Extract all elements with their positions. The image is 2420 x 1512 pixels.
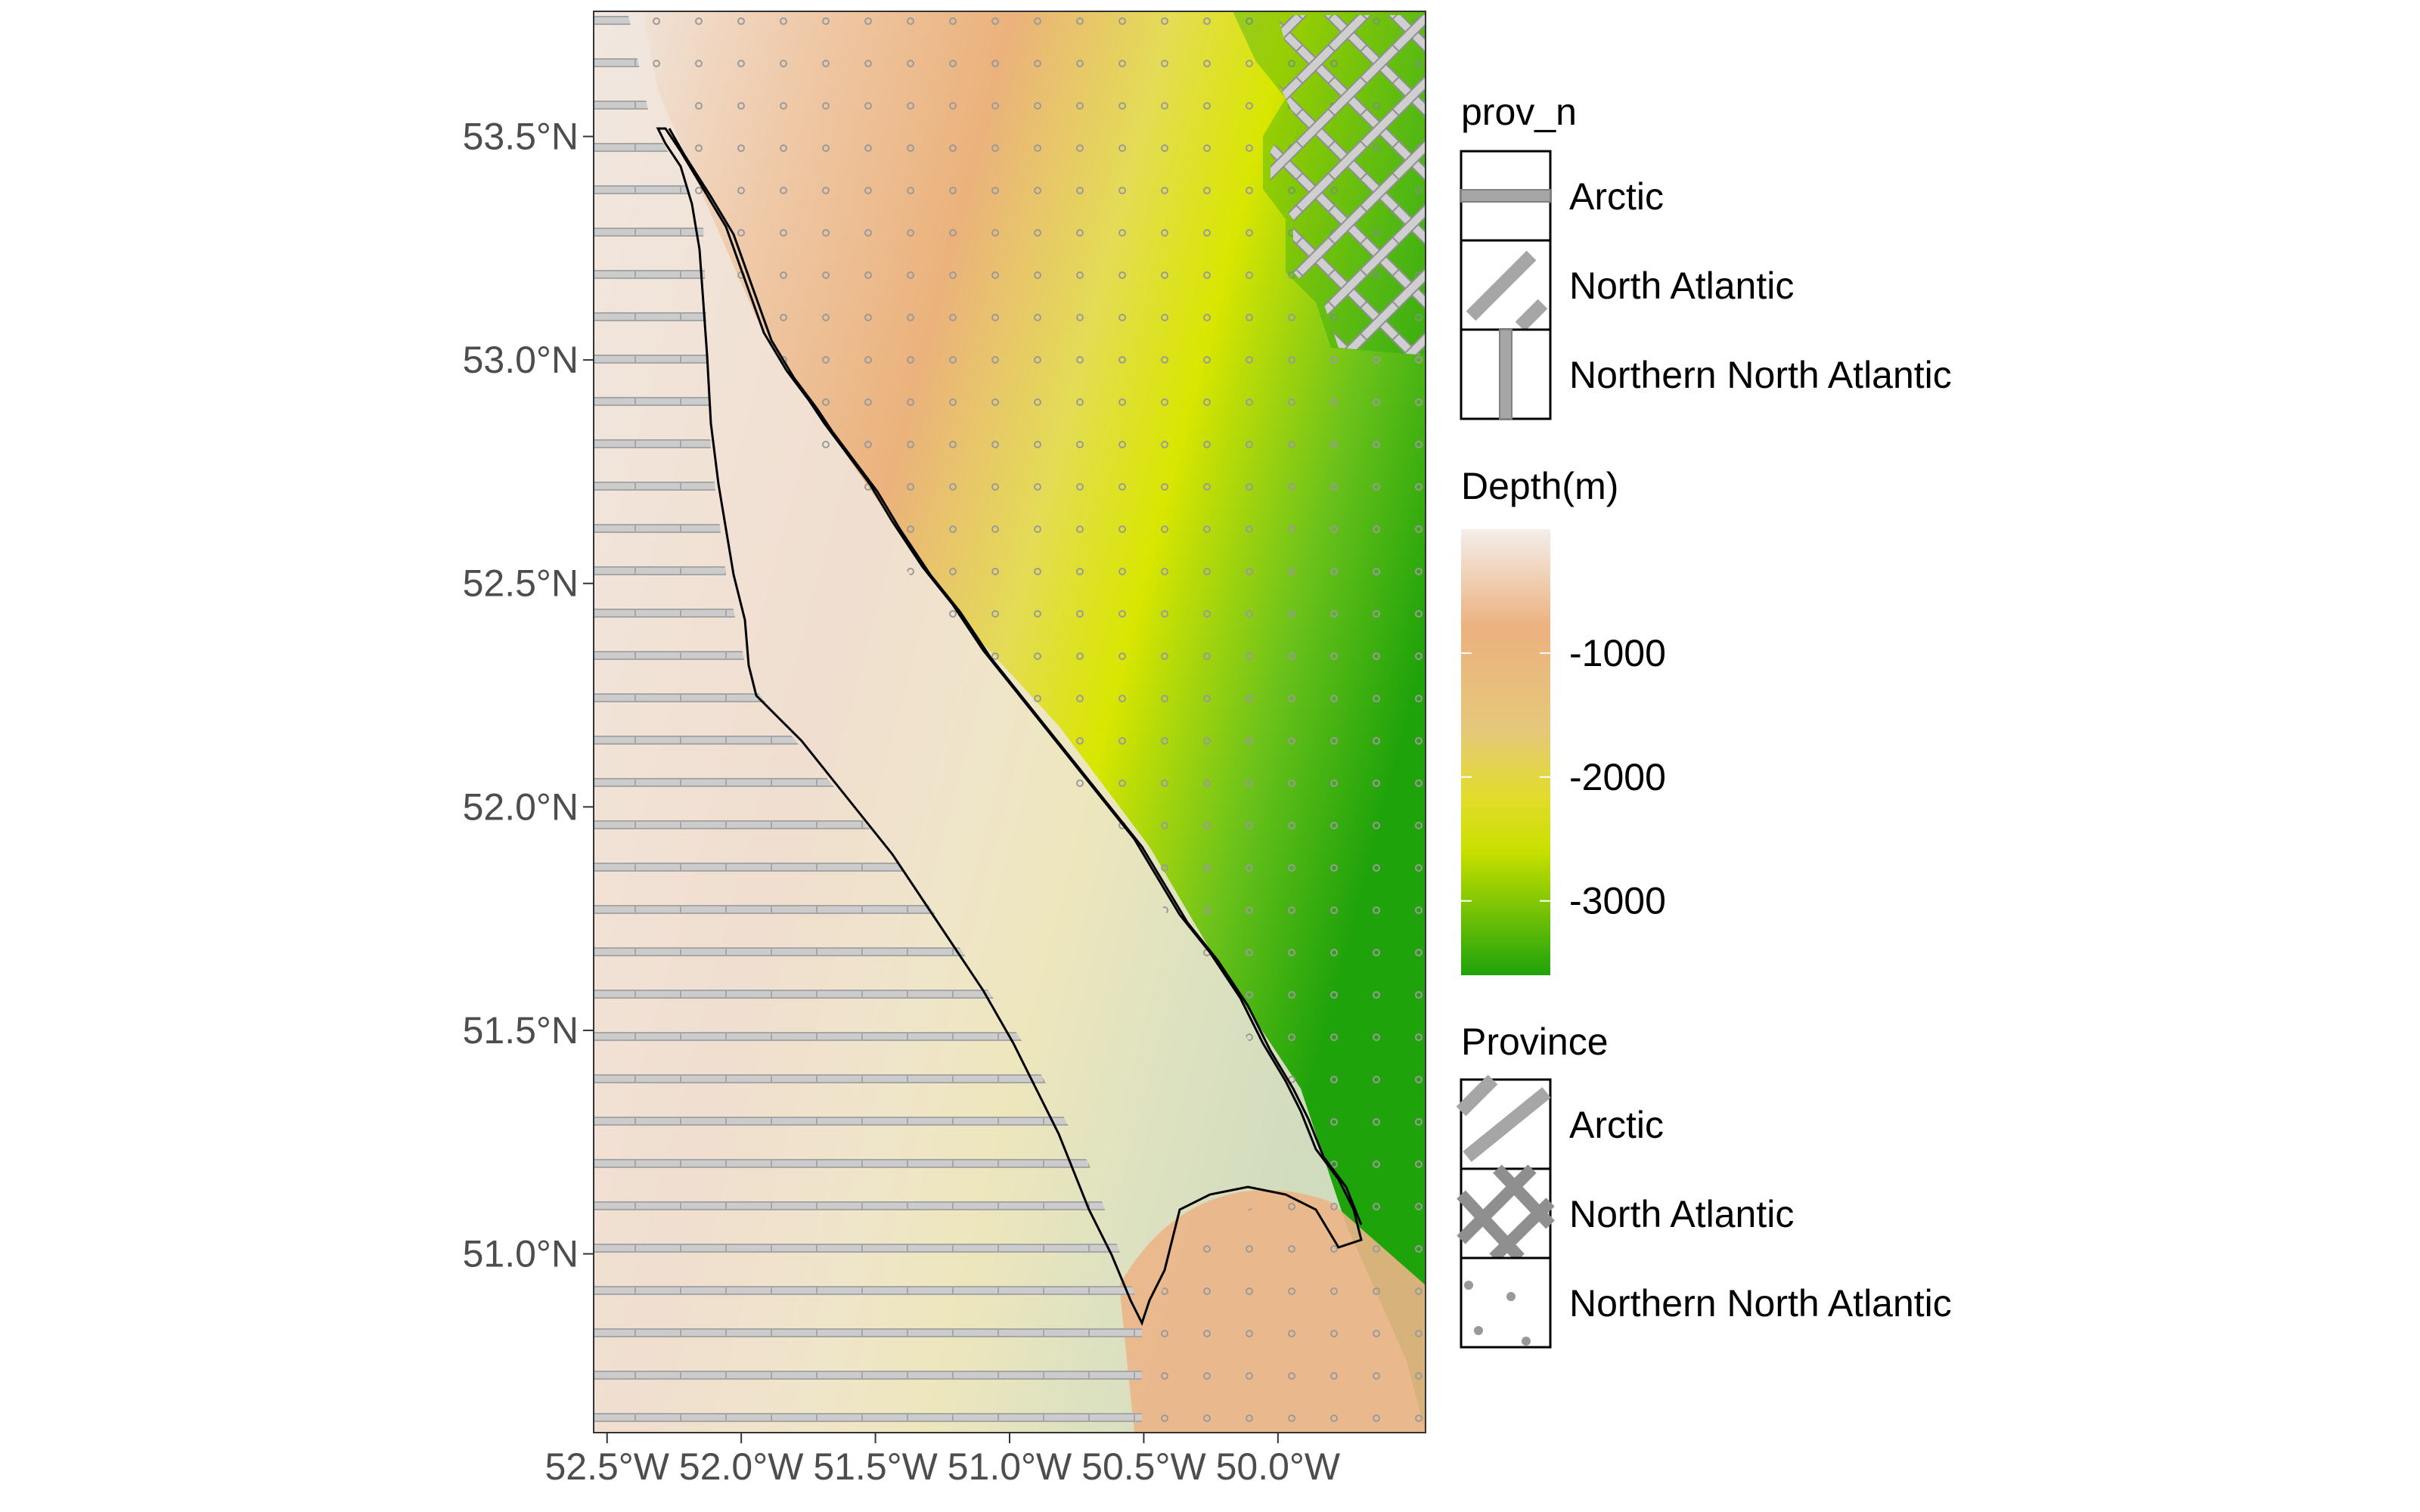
legend-depth: Depth(m) -1000 -2000 -3000 [1461,465,1666,975]
legend-province-title: Province [1461,1021,1609,1063]
depth-colorbar [1461,529,1550,975]
north-atlantic-boundary-outline [668,128,1363,1225]
map-panel [594,11,1426,1433]
legend-depth-title: Depth(m) [1461,465,1618,507]
legend-key-province-north-atlantic [1457,1164,1555,1263]
lat-tick-label: 53.5°N [463,116,579,158]
arctic-boundary-outline [656,127,1363,1326]
legend-key-northern-north-atlantic [1460,328,1552,420]
lon-tick-label: 52.5°W [544,1445,669,1488]
latitude-axis: 53.5°N 53.0°N 52.5°N 52.0°N 51.5°N 51.0°N [463,116,594,1275]
legend-prov-n-label-arctic: Arctic [1569,175,1664,218]
legend-prov-n: prov_n Arctic North Atlantic Northern No… [1460,91,1952,420]
lon-tick-label: 51.0°W [948,1445,1072,1488]
depth-colorbar-ticks: -1000 -2000 -3000 [1461,632,1666,922]
depth-tick-label: -1000 [1569,632,1666,674]
legend-prov-n-label-north-atlantic: North Atlantic [1569,265,1794,307]
legend-province-label-northern-north-atlantic: Northern North Atlantic [1569,1282,1952,1325]
legend-prov-n-title: prov_n [1461,91,1577,133]
lon-tick-label: 50.0°W [1216,1445,1341,1488]
legend-province-label-north-atlantic: North Atlantic [1569,1193,1794,1235]
lat-tick-label: 51.0°N [463,1233,579,1275]
lat-tick-label: 51.5°N [463,1009,579,1052]
lon-tick-label: 50.5°W [1081,1445,1206,1488]
lat-tick-label: 52.5°N [463,562,579,605]
province-north-atlantic [1270,15,1426,355]
legend-province: Province Arctic North Atlantic Northern … [1456,1021,1952,1349]
longitude-axis: 52.5°W 52.0°W 51.5°W 51.0°W 50.5°W 50.0°W [544,1433,1341,1488]
legend-key-province-northern-north-atlantic [1460,1256,1552,1349]
lon-tick-label: 52.0°W [679,1445,804,1488]
province-northern-north-atlantic [643,11,1426,1433]
lat-tick-label: 53.0°N [463,339,579,381]
province-arctic [594,11,1142,1433]
lon-tick-label: 51.5°W [813,1445,938,1488]
legend-key-arctic [1460,150,1552,242]
lat-tick-label: 52.0°N [463,785,579,828]
legend-key-north-atlantic [1460,239,1552,332]
depth-tick-label: -3000 [1569,880,1666,922]
depth-tick-label: -2000 [1569,756,1666,798]
legend-key-province-arctic [1456,1074,1552,1170]
legend-prov-n-label-northern-north-atlantic: Northern North Atlantic [1569,354,1952,396]
legend-province-label-arctic: Arctic [1569,1104,1664,1146]
